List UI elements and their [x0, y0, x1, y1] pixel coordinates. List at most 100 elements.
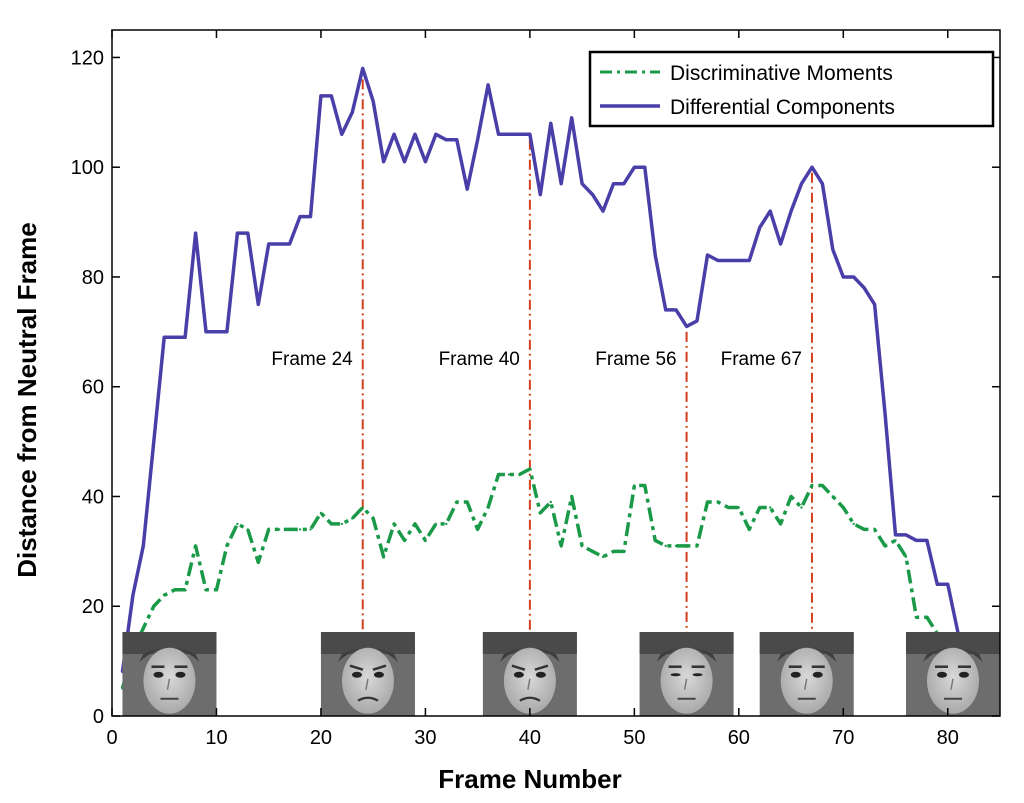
data-point-differential-components-65	[789, 209, 793, 213]
data-point-differential-components-12	[236, 231, 239, 235]
annotation-lines	[361, 79, 813, 636]
data-point-differential-components-30	[424, 160, 427, 163]
data-point-differential-components-35	[476, 138, 479, 141]
x-tick-label-40: 40	[519, 727, 541, 749]
data-point-differential-components-17	[288, 242, 291, 246]
data-point-differential-components-44	[570, 116, 573, 120]
data-point-differential-components-60	[737, 259, 741, 262]
face-thumbnail-5	[759, 632, 854, 716]
data-point-differential-components-22	[340, 133, 344, 136]
data-point-discriminative-moments-53	[664, 544, 667, 548]
data-point-discriminative-moments-59	[727, 506, 730, 509]
data-point-discriminative-moments-7	[183, 588, 187, 591]
data-point-differential-components-15	[267, 242, 270, 246]
data-point-differential-components-77	[915, 539, 918, 542]
y-tick-label-80: 80	[82, 267, 104, 289]
data-point-discriminative-moments-43	[560, 544, 563, 548]
x-tick-label-0: 0	[106, 727, 117, 749]
legend-label-differential-components: Differential Components	[670, 96, 895, 119]
data-point-discriminative-moments-23	[351, 517, 354, 520]
data-point-differential-components-7	[183, 336, 187, 339]
legend: Discriminative Moments Differential Comp…	[588, 50, 995, 128]
data-point-discriminative-moments-14	[257, 561, 260, 564]
data-point-discriminative-moments-20	[319, 511, 323, 515]
data-point-differential-components-43	[560, 182, 563, 185]
x-tick-label-50: 50	[623, 727, 645, 749]
data-point-differential-components-26	[382, 160, 385, 163]
x-tick-label-30: 30	[414, 727, 436, 749]
data-point-differential-components-28	[403, 160, 406, 163]
data-point-differential-components-67	[810, 166, 814, 169]
x-tick-label-20: 20	[310, 727, 332, 749]
data-point-discriminative-moments-28	[403, 539, 406, 542]
data-point-differential-components-24	[361, 67, 364, 70]
data-point-differential-components-39	[518, 133, 521, 136]
data-point-discriminative-moments-4	[152, 605, 155, 608]
data-point-discriminative-moments-30	[424, 539, 427, 542]
data-point-differential-components-11	[225, 330, 229, 334]
data-point-discriminative-moments-70	[842, 506, 845, 509]
data-point-discriminative-moments-63	[768, 506, 772, 509]
data-point-differential-components-46	[591, 193, 594, 196]
data-point-differential-components-38	[507, 133, 511, 136]
plot-area	[112, 30, 1000, 716]
data-point-discriminative-moments-67	[810, 484, 814, 487]
data-point-discriminative-moments-16	[277, 528, 281, 531]
data-point-discriminative-moments-8	[194, 544, 197, 548]
data-point-discriminative-moments-21	[330, 522, 333, 526]
data-point-discriminative-moments-51	[643, 484, 646, 487]
data-point-differential-components-70	[842, 275, 845, 279]
data-point-differential-components-62	[758, 226, 761, 229]
data-point-differential-components-18	[298, 215, 302, 218]
data-point-discriminative-moments-25	[371, 517, 375, 520]
data-point-discriminative-moments-40	[528, 467, 532, 471]
series-line-discriminative-moments	[120, 467, 950, 690]
data-point-differential-components-36	[486, 83, 490, 87]
data-point-differential-components-29	[413, 133, 417, 136]
x-tick-label-80: 80	[937, 727, 959, 749]
data-point-differential-components-40	[528, 133, 532, 136]
data-point-differential-components-73	[873, 303, 876, 306]
data-point-discriminative-moments-31	[434, 522, 438, 526]
data-point-discriminative-moments-73	[873, 528, 876, 531]
data-point-discriminative-moments-68	[821, 484, 824, 487]
data-point-differential-components-49	[622, 182, 626, 185]
data-point-discriminative-moments-10	[215, 588, 218, 591]
y-axis-title: Distance from Neutral Frame	[12, 222, 42, 577]
data-point-discriminative-moments-24	[361, 506, 364, 509]
face-thumbnail-3	[482, 632, 577, 716]
data-point-differential-components-33	[455, 138, 458, 141]
data-point-differential-components-75	[894, 533, 897, 537]
data-point-discriminative-moments-22	[340, 522, 344, 526]
data-point-discriminative-moments-62	[758, 506, 761, 509]
data-point-discriminative-moments-45	[580, 544, 584, 548]
data-point-discriminative-moments-77	[915, 616, 918, 619]
legend-box	[588, 50, 995, 128]
data-point-differential-components-37	[497, 133, 500, 136]
data-point-discriminative-moments-60	[737, 506, 741, 509]
data-point-discriminative-moments-56	[695, 544, 699, 548]
data-point-discriminative-moments-39	[518, 473, 521, 476]
data-point-differential-components-31	[434, 133, 438, 136]
x-axis: 0 10 20 30 40 50 60 70 80	[106, 30, 959, 749]
face-thumbnail-6	[905, 632, 1000, 716]
data-point-discriminative-moments-29	[413, 522, 417, 526]
y-tick-label-20: 20	[82, 596, 104, 618]
data-point-discriminative-moments-27	[392, 522, 396, 526]
annotation-label-frame-40: Frame 40	[439, 349, 520, 370]
x-tick-label-60: 60	[728, 727, 750, 749]
y-tick-label-120: 120	[71, 47, 104, 69]
data-point-differential-components-63	[768, 209, 772, 213]
data-point-differential-components-19	[309, 215, 312, 218]
data-point-differential-components-69	[831, 248, 835, 251]
data-point-differential-components-55	[685, 325, 688, 328]
data-point-discriminative-moments-64	[779, 522, 782, 526]
data-point-differential-components-5	[163, 336, 166, 339]
data-point-differential-components-58	[716, 259, 720, 262]
data-point-discriminative-moments-11	[225, 544, 229, 548]
data-point-differential-components-68	[821, 182, 824, 185]
data-point-differential-components-48	[612, 182, 615, 185]
data-point-differential-components-66	[800, 182, 803, 185]
data-point-differential-components-3	[142, 544, 145, 548]
